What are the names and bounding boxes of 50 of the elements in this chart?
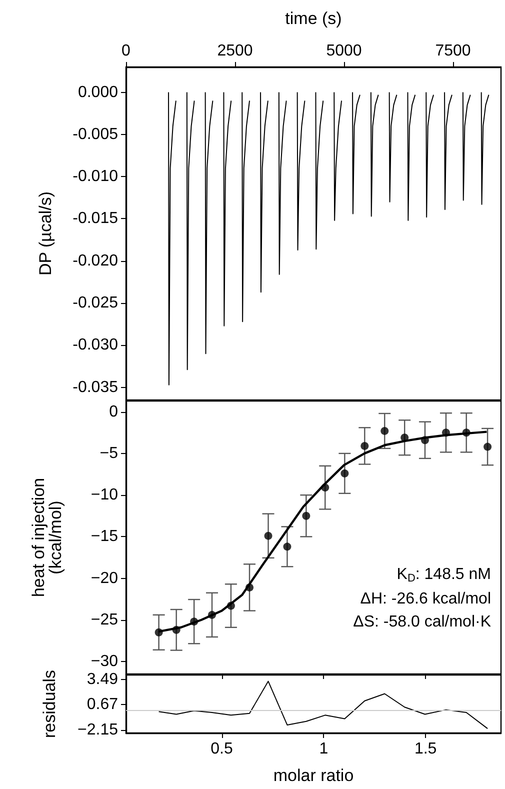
point (462, 428, 470, 437)
y-tick-label: -0.005 (72, 126, 118, 143)
y-tick-label: -0.030 (72, 336, 118, 354)
x-tick-label: 0.5 (210, 740, 234, 758)
y-tick-label: -0.015 (72, 210, 118, 228)
point (283, 542, 292, 551)
y-tick-label: −30 (90, 653, 118, 670)
point (208, 610, 216, 619)
x-tick-label: 0 (122, 42, 131, 60)
point (340, 469, 349, 478)
x-tick-label: 2500 (217, 42, 253, 60)
y-tick-label: 3.49 (86, 671, 118, 688)
x-axis-title: time (s) (285, 9, 342, 28)
point (190, 618, 198, 626)
y-tick-label: 0 (109, 403, 118, 420)
annotation: ΔH: -26.6 kcal/mol (360, 590, 492, 608)
y-tick-label: −25 (90, 611, 118, 628)
x-axis-title: molar ratio (273, 766, 354, 785)
y-tick-label: −20 (90, 570, 118, 587)
point (226, 602, 235, 610)
point (154, 628, 163, 636)
x-tick-label: 1.5 (414, 740, 437, 758)
x-tick-label: 7500 (435, 42, 471, 60)
y-tick-label: −2.15 (78, 721, 118, 738)
point (380, 426, 389, 435)
point (484, 442, 492, 451)
point (420, 436, 429, 444)
y-tick-label: 0.000 (78, 84, 118, 101)
x-tick-label: 1 (319, 740, 328, 758)
annotation: ΔS: -58.0 cal/mol·K (353, 614, 492, 630)
point (321, 484, 330, 492)
line-series (158, 680, 488, 730)
y-tick-label: 0.67 (86, 696, 118, 714)
y-tick-label: -0.020 (72, 252, 118, 270)
y-axis-title: heat of injection (kcal/mol) (29, 478, 65, 598)
y-tick-label: −10 (90, 486, 118, 504)
point (360, 442, 369, 450)
x-tick-label: 5000 (326, 42, 362, 60)
point (172, 626, 180, 634)
y-tick-label: −15 (90, 528, 118, 546)
y-axis-title: DP (µcal/s) (36, 191, 55, 276)
y-tick-label: -0.035 (72, 378, 118, 396)
y-tick-label: -0.025 (72, 294, 118, 312)
y-tick-label: −5 (100, 444, 118, 462)
y-tick-label: -0.010 (72, 168, 118, 186)
point (264, 532, 272, 540)
point (442, 428, 450, 437)
y-axis-title: residuals (40, 670, 59, 738)
point (302, 512, 310, 520)
point (246, 583, 254, 592)
